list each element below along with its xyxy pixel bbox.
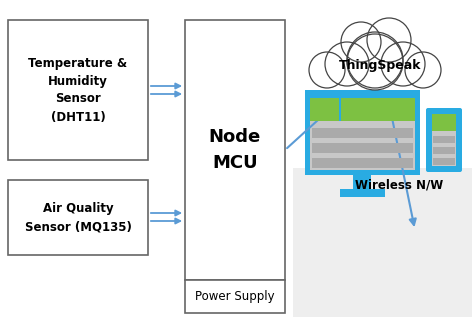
Text: Power Supply: Power Supply xyxy=(195,290,275,303)
Bar xyxy=(312,158,413,168)
Bar xyxy=(8,20,148,160)
Bar xyxy=(433,147,455,154)
Bar xyxy=(354,175,372,189)
Text: ThingSpeak: ThingSpeak xyxy=(339,59,421,72)
Bar xyxy=(339,98,341,121)
Bar xyxy=(310,98,415,121)
Bar xyxy=(433,158,455,165)
Bar xyxy=(8,180,148,255)
Bar xyxy=(312,127,413,138)
Bar xyxy=(433,136,455,143)
Text: Wireless N/W: Wireless N/W xyxy=(355,178,443,191)
Circle shape xyxy=(347,32,403,88)
Text: Temperature &
Humidity
Sensor
(DHT11): Temperature & Humidity Sensor (DHT11) xyxy=(28,56,128,124)
Text: Node
MCU: Node MCU xyxy=(209,128,261,171)
Bar xyxy=(185,280,285,313)
Bar xyxy=(310,98,339,121)
Bar xyxy=(305,90,420,175)
Circle shape xyxy=(381,42,425,86)
Bar xyxy=(312,143,413,153)
Circle shape xyxy=(367,18,411,62)
Bar xyxy=(432,114,456,131)
Text: Air Quality
Sensor (MQ135): Air Quality Sensor (MQ135) xyxy=(25,202,131,233)
Circle shape xyxy=(309,52,345,88)
FancyBboxPatch shape xyxy=(293,168,472,317)
Circle shape xyxy=(325,42,369,86)
Circle shape xyxy=(341,22,381,62)
Bar xyxy=(432,114,456,166)
Bar xyxy=(185,20,285,280)
Bar xyxy=(310,98,415,170)
Circle shape xyxy=(347,34,403,90)
FancyBboxPatch shape xyxy=(426,108,462,172)
Bar xyxy=(340,189,385,197)
Circle shape xyxy=(405,52,441,88)
